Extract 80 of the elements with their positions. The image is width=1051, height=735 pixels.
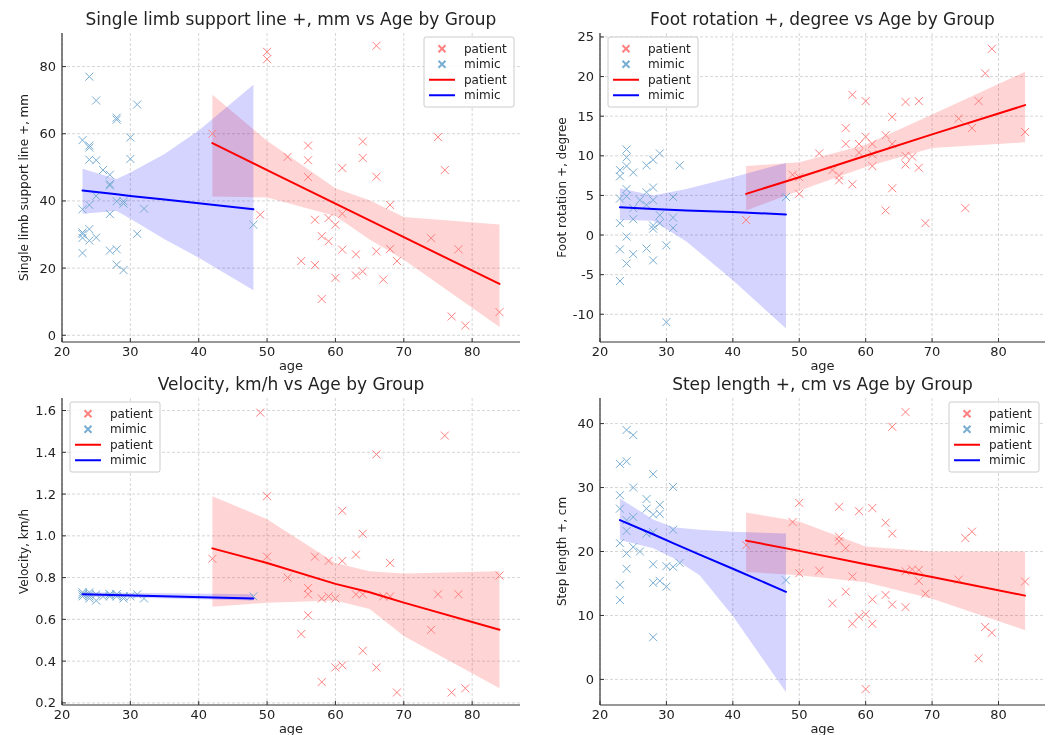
chart-title: Single limb support line +, mm vs Age by Group xyxy=(85,9,497,29)
legend-label: mimic xyxy=(464,57,501,72)
x-tick-label: 80 xyxy=(990,344,1007,359)
x-axis-title: age xyxy=(810,358,835,373)
y-tick-label: 25 xyxy=(577,29,594,45)
y-tick-label: 40 xyxy=(39,193,56,209)
legend-label: patient xyxy=(110,406,153,421)
legend-label: mimic xyxy=(464,88,501,103)
y-axis-title: Step length +, cm xyxy=(555,496,569,607)
x-tick-label: 70 xyxy=(395,344,413,359)
x-axis-title: age xyxy=(278,358,304,373)
y-tick-label: 0 xyxy=(585,671,594,687)
x-tick-label: 50 xyxy=(790,344,808,359)
x-tick-label: 80 xyxy=(463,344,481,359)
y-tick-label: 10 xyxy=(577,607,594,623)
y-tick-label: 0 xyxy=(585,227,594,243)
x-tick-label: 60 xyxy=(327,707,344,722)
x-tick-label: 50 xyxy=(258,344,276,359)
x-tick-label: 20 xyxy=(53,344,71,359)
x-tick-label: 70 xyxy=(923,344,941,359)
x-tick-label: 50 xyxy=(790,707,808,722)
x-tick-label: 40 xyxy=(724,707,742,722)
y-tick-label: 1.2 xyxy=(35,486,56,502)
legend-label: mimic xyxy=(989,453,1026,468)
y-tick-label: 20 xyxy=(577,544,594,559)
y-tick-label: 5 xyxy=(585,187,594,203)
chart-title: Foot rotation +, degree vs Age by Group xyxy=(650,9,995,29)
chart-title: Velocity, km/h vs Age by Group xyxy=(157,374,425,394)
legend-label: mimic xyxy=(110,422,147,437)
y-tick-label: -5 xyxy=(581,267,594,283)
legend-label: mimic xyxy=(648,88,685,103)
y-tick-label: 20 xyxy=(39,260,56,276)
legend-label: patient xyxy=(989,437,1032,452)
x-tick-label: 30 xyxy=(122,344,139,359)
legend-label: patient xyxy=(464,72,507,87)
x-tick-label: 30 xyxy=(658,707,675,722)
x-tick-label: 40 xyxy=(190,707,207,722)
x-tick-label: 40 xyxy=(724,344,742,359)
y-tick-label: 0.4 xyxy=(35,653,56,669)
x-tick-label: 30 xyxy=(658,344,675,359)
y-tick-label: 80 xyxy=(39,59,56,75)
y-tick-label: 1.6 xyxy=(35,403,56,419)
y-axis-title: Velocity, km/h xyxy=(17,509,31,594)
y-axis-title: Foot rotation +, degree xyxy=(555,117,569,258)
legend-label: patient xyxy=(648,41,691,56)
y-tick-label: 0.8 xyxy=(35,570,56,586)
legend-label: mimic xyxy=(110,453,147,468)
y-tick-label: 0.2 xyxy=(35,695,56,711)
x-tick-label: 70 xyxy=(395,707,413,722)
x-tick-label: 20 xyxy=(53,707,71,722)
x-axis-title: age xyxy=(278,721,304,735)
x-tick-label: 60 xyxy=(857,344,874,359)
y-axis-title: Single limb support line +, mm xyxy=(17,94,31,281)
y-tick-label: 1.0 xyxy=(35,528,56,544)
legend-label: patient xyxy=(464,41,507,56)
legend-label: patient xyxy=(110,437,153,452)
x-axis-title: age xyxy=(810,721,835,735)
x-tick-label: 80 xyxy=(990,707,1007,722)
legend-label: mimic xyxy=(989,422,1026,437)
x-tick-label: 80 xyxy=(463,707,481,722)
y-tick-label: 10 xyxy=(577,148,594,164)
x-tick-label: 40 xyxy=(190,344,207,359)
y-tick-label: 20 xyxy=(577,69,594,85)
y-tick-label: 0 xyxy=(47,327,56,343)
x-tick-label: 70 xyxy=(923,707,941,722)
x-tick-label: 60 xyxy=(857,707,874,722)
y-tick-label: 0.6 xyxy=(35,611,56,627)
y-tick-label: 1.4 xyxy=(35,444,56,460)
x-tick-label: 50 xyxy=(258,707,276,722)
y-tick-label: 40 xyxy=(577,416,594,432)
y-tick-label: 15 xyxy=(577,108,594,124)
y-tick-label: 60 xyxy=(39,126,56,142)
y-tick-label: -10 xyxy=(572,306,594,322)
x-tick-label: 60 xyxy=(327,344,344,359)
chart-title: Step length +, cm vs Age by Group xyxy=(672,374,973,394)
y-tick-label: 30 xyxy=(577,480,594,496)
legend-label: patient xyxy=(648,72,691,87)
legend-label: mimic xyxy=(648,57,685,72)
x-tick-label: 30 xyxy=(122,707,139,722)
legend-label: patient xyxy=(989,406,1032,421)
